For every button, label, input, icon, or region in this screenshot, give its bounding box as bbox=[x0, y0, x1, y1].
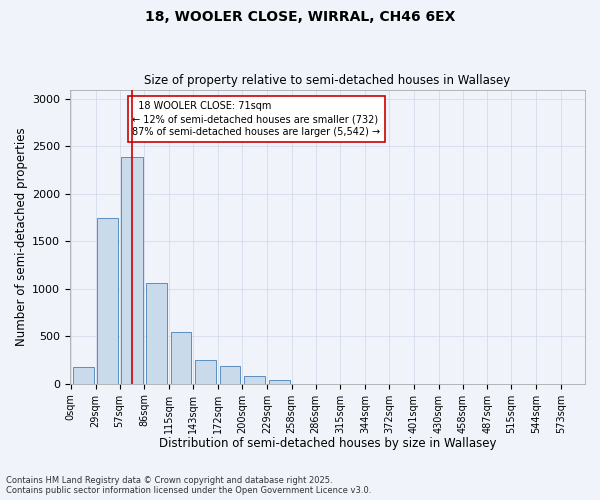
Text: 18, WOOLER CLOSE, WIRRAL, CH46 6EX: 18, WOOLER CLOSE, WIRRAL, CH46 6EX bbox=[145, 10, 455, 24]
Bar bbox=[195, 360, 216, 384]
Title: Size of property relative to semi-detached houses in Wallasey: Size of property relative to semi-detach… bbox=[145, 74, 511, 87]
Text: 18 WOOLER CLOSE: 71sqm
← 12% of semi-detached houses are smaller (732)
87% of se: 18 WOOLER CLOSE: 71sqm ← 12% of semi-det… bbox=[133, 101, 380, 138]
Bar bbox=[220, 366, 240, 384]
Bar bbox=[269, 380, 290, 384]
Bar bbox=[121, 157, 143, 384]
Bar bbox=[244, 376, 265, 384]
Bar bbox=[97, 218, 118, 384]
Bar bbox=[146, 283, 167, 384]
X-axis label: Distribution of semi-detached houses by size in Wallasey: Distribution of semi-detached houses by … bbox=[159, 437, 496, 450]
Bar bbox=[171, 332, 191, 384]
Text: Contains HM Land Registry data © Crown copyright and database right 2025.
Contai: Contains HM Land Registry data © Crown c… bbox=[6, 476, 371, 495]
Y-axis label: Number of semi-detached properties: Number of semi-detached properties bbox=[15, 128, 28, 346]
Bar bbox=[73, 367, 94, 384]
